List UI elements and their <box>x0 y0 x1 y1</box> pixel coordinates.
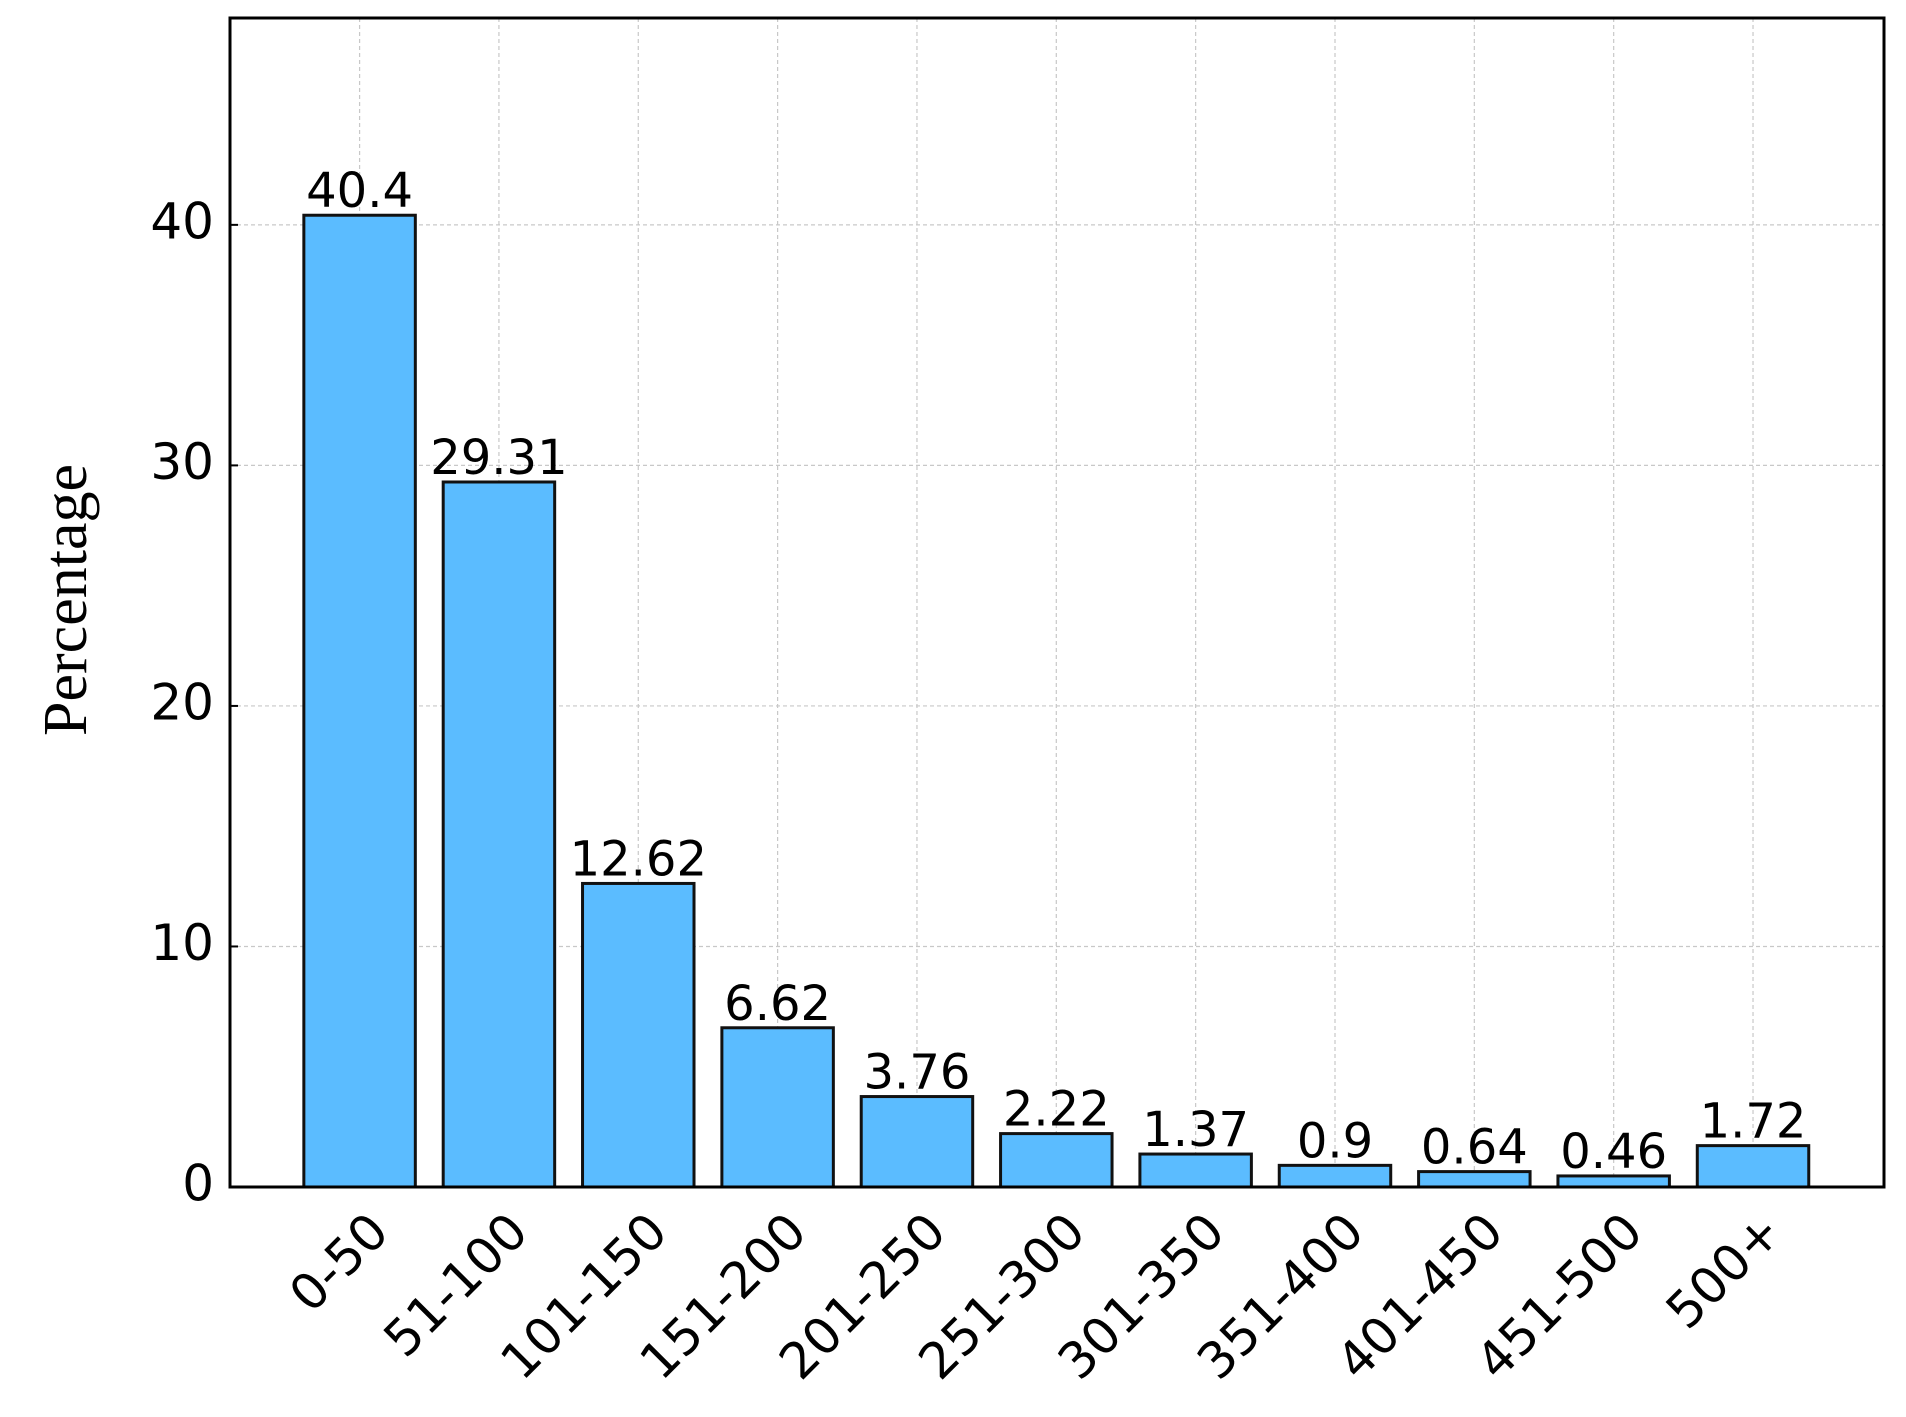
y-tick-label: 30 <box>150 433 214 491</box>
plot-frame <box>228 16 1886 1189</box>
y-tick-label: 0 <box>182 1155 214 1213</box>
bar <box>302 213 417 1189</box>
value-label: 1.72 <box>1700 1094 1807 1150</box>
value-label: 2.22 <box>1003 1082 1110 1138</box>
bar <box>1138 1152 1253 1189</box>
value-label: 40.4 <box>306 163 413 219</box>
y-tick-label: 10 <box>150 914 214 972</box>
value-label: 0.64 <box>1421 1120 1528 1176</box>
value-label: 6.62 <box>724 976 831 1032</box>
value-label: 3.76 <box>864 1045 971 1101</box>
value-label: 29.31 <box>430 430 567 486</box>
value-label: 0.46 <box>1560 1124 1667 1180</box>
y-axis-label: Percentage <box>32 464 100 736</box>
bar <box>720 1026 835 1189</box>
value-label: 0.9 <box>1297 1113 1373 1169</box>
bar <box>581 881 696 1189</box>
y-tick-label: 40 <box>150 192 214 250</box>
bar <box>859 1095 975 1189</box>
bar <box>1695 1144 1811 1189</box>
value-label: 1.37 <box>1142 1102 1249 1158</box>
bar <box>999 1132 1114 1189</box>
bar <box>441 480 557 1189</box>
y-tick-label: 20 <box>150 673 214 731</box>
value-label: 12.62 <box>570 831 707 887</box>
